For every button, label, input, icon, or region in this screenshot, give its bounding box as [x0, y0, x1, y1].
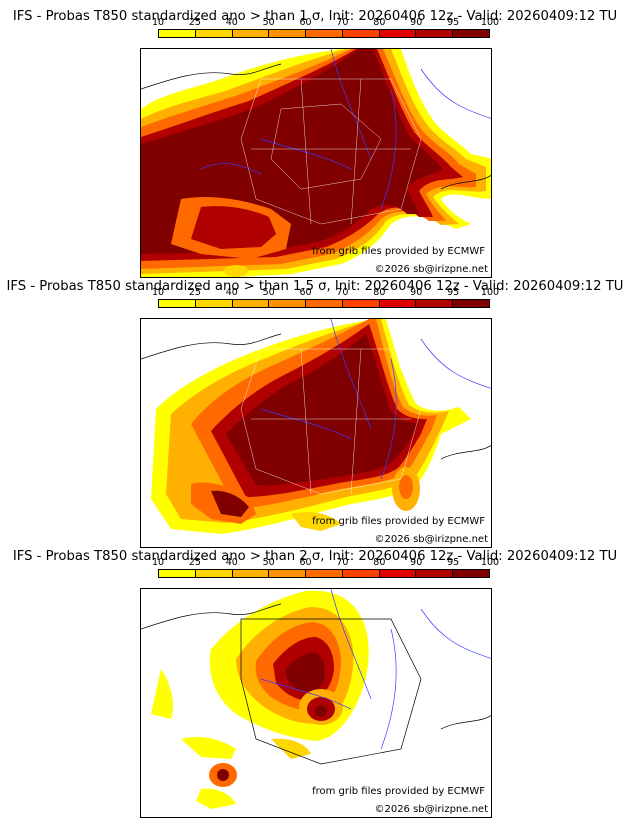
colorbar: [158, 299, 490, 308]
colorbar-tick-label: 95: [447, 287, 460, 298]
colorbar-tick-label: 50: [262, 557, 275, 568]
colorbar-tick-label: 70: [336, 17, 349, 28]
colorbar-tick-label: 40: [225, 17, 238, 28]
colorbar-tick-label: 70: [336, 557, 349, 568]
colorbar-segment: [195, 30, 233, 37]
colorbar-segment: [342, 30, 380, 37]
colorbar-tick-label: 50: [262, 287, 275, 298]
colorbar-segment: [379, 30, 417, 37]
colorbar-segment: [453, 300, 490, 307]
colorbar-tick-label: 60: [299, 287, 312, 298]
probability-map-2sigma: from grib files provided by ECMWF ©2026 …: [140, 588, 492, 818]
copyright: ©2026 sb@irizpne.net: [374, 534, 488, 545]
colorbar: [158, 29, 490, 38]
colorbar-segment: [232, 300, 270, 307]
colorbar-tick-label: 90: [410, 17, 423, 28]
source-credit: from grib files provided by ECMWF: [312, 516, 485, 527]
colorbar-segment: [306, 300, 343, 307]
colorbar-segment: [269, 300, 307, 307]
panel-2: IFS - Probas T850 standardized ano > tha…: [0, 270, 630, 540]
panel-title: IFS - Probas T850 standardized ano > tha…: [12, 9, 618, 24]
colorbar-segment: [306, 30, 343, 37]
colorbar-segment: [379, 300, 417, 307]
colorbar-segment: [195, 570, 233, 577]
colorbar-tick-label: 90: [410, 557, 423, 568]
map-drawing: [141, 589, 491, 809]
probability-map-1p5sigma: from grib files provided by ECMWF ©2026 …: [140, 318, 492, 548]
colorbar-tick-label: 25: [188, 17, 201, 28]
colorbar-tick-label: 95: [447, 557, 460, 568]
colorbar-segment: [379, 570, 417, 577]
copyright: ©2026 sb@irizpne.net: [374, 264, 488, 275]
colorbar-tick-label: 40: [225, 287, 238, 298]
source-credit: from grib files provided by ECMWF: [312, 786, 485, 797]
map-drawing: [141, 319, 491, 534]
colorbar-segment: [453, 570, 490, 577]
colorbar-tick-label: 100: [480, 287, 500, 298]
panel-title: IFS - Probas T850 standardized ano > tha…: [12, 549, 618, 564]
panel-title: IFS - Probas T850 standardized ano > tha…: [6, 279, 624, 294]
colorbar-tick-label: 40: [225, 557, 238, 568]
colorbar-tick-label: 90: [410, 287, 423, 298]
colorbar-labels: 10 25 40 50 60 70 80 90 95 100: [152, 557, 499, 568]
colorbar-segment: [416, 30, 454, 37]
colorbar-segment: [159, 30, 196, 37]
colorbar: [158, 569, 490, 578]
colorbar-segment: [342, 570, 380, 577]
colorbar-segment: [269, 30, 307, 37]
colorbar-segment: [159, 300, 196, 307]
colorbar-tick-label: 60: [299, 17, 312, 28]
colorbar-segment: [232, 30, 270, 37]
map-drawing: [141, 49, 491, 277]
colorbar-labels: 10 25 40 50 60 70 80 90 95 100: [152, 17, 499, 28]
colorbar-tick-label: 100: [480, 557, 500, 568]
colorbar-tick-label: 25: [188, 287, 201, 298]
colorbar-tick-label: 70: [336, 287, 349, 298]
copyright: ©2026 sb@irizpne.net: [374, 804, 488, 815]
source-credit: from grib files provided by ECMWF: [312, 246, 485, 257]
probability-map-1sigma: from grib files provided by ECMWF ©2026 …: [140, 48, 492, 278]
colorbar-tick-label: 80: [373, 557, 386, 568]
colorbar-tick-label: 95: [447, 17, 460, 28]
colorbar-tick-label: 80: [373, 287, 386, 298]
colorbar-labels: 10 25 40 50 60 70 80 90 95 100: [152, 287, 499, 298]
colorbar-segment: [306, 570, 343, 577]
colorbar-segment: [453, 30, 490, 37]
panel-3: IFS - Probas T850 standardized ano > tha…: [0, 540, 630, 810]
colorbar-tick-label: 10: [151, 557, 165, 568]
colorbar-tick-label: 60: [299, 557, 312, 568]
colorbar-segment: [232, 570, 270, 577]
colorbar-tick-label: 80: [373, 17, 386, 28]
colorbar-segment: [159, 570, 196, 577]
colorbar-tick-label: 25: [188, 557, 201, 568]
colorbar-segment: [269, 570, 307, 577]
colorbar-tick-label: 10: [151, 17, 165, 28]
colorbar-segment: [342, 300, 380, 307]
colorbar-tick-label: 50: [262, 17, 275, 28]
colorbar-tick-label: 100: [480, 17, 500, 28]
colorbar-tick-label: 10: [151, 287, 165, 298]
colorbar-segment: [195, 300, 233, 307]
panel-1: IFS - Probas T850 standardized ano > tha…: [0, 0, 630, 270]
colorbar-segment: [416, 300, 454, 307]
colorbar-segment: [416, 570, 454, 577]
